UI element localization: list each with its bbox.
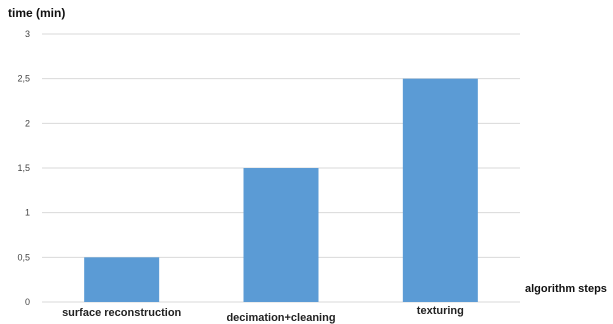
category-label: decimation+cleaning bbox=[226, 312, 335, 324]
bars bbox=[84, 78, 478, 303]
y-tick-label: 0 bbox=[25, 297, 30, 307]
category-labels: surface reconstruction decimation+cleanin… bbox=[62, 305, 464, 324]
y-tick-label: 1,5 bbox=[17, 163, 30, 173]
y-tick-label: 1 bbox=[25, 208, 30, 218]
bar-3 bbox=[402, 78, 478, 303]
y-tick-label: 0,5 bbox=[17, 252, 30, 262]
y-tick-label: 2,5 bbox=[17, 74, 30, 84]
bar-1 bbox=[84, 257, 160, 302]
y-tick-label: 2 bbox=[25, 118, 30, 128]
category-label: texturing bbox=[417, 305, 464, 317]
y-tick-labels: 0 0,5 1 1,5 2 2,5 3 bbox=[17, 29, 30, 307]
x-axis-label: algorithm steps bbox=[525, 283, 607, 295]
category-label: surface reconstruction bbox=[62, 307, 181, 319]
y-tick-label: 3 bbox=[25, 29, 30, 39]
bar-2 bbox=[243, 168, 319, 302]
y-axis-label: time (min) bbox=[8, 6, 65, 20]
